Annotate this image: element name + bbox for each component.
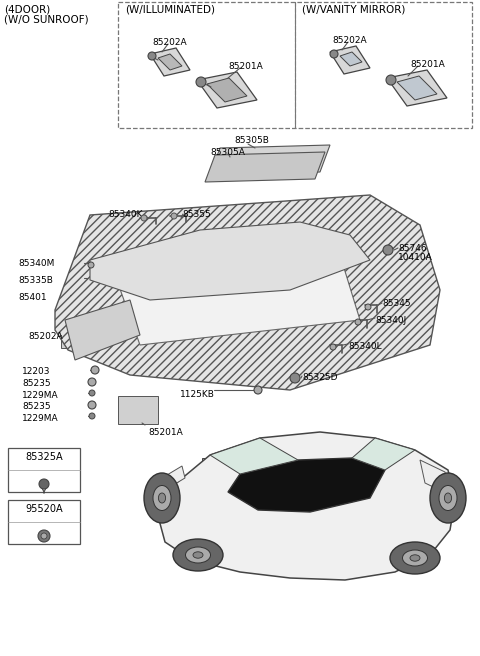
Ellipse shape [173,539,223,571]
Circle shape [365,304,371,310]
Text: 85305B: 85305B [234,136,269,145]
Circle shape [39,479,49,489]
Bar [71,289,93,301]
Polygon shape [197,72,257,108]
Circle shape [254,386,262,394]
Text: 85201A: 85201A [148,428,183,437]
Circle shape [330,344,336,350]
Text: 85345: 85345 [382,299,410,308]
Text: 85235: 85235 [22,402,50,411]
Polygon shape [340,52,362,66]
Text: 1229MA: 1229MA [22,414,59,423]
Text: 85340L: 85340L [348,342,382,351]
Text: 1125KB: 1125KB [180,390,215,399]
Bar [202,458,216,468]
Circle shape [383,245,393,255]
Polygon shape [162,466,185,490]
Ellipse shape [193,552,203,558]
Bar [8,448,80,492]
Text: 85335B: 85335B [18,276,53,285]
Text: 10410A: 10410A [398,253,433,262]
Polygon shape [65,300,140,360]
Polygon shape [158,432,455,580]
Polygon shape [90,222,370,300]
Polygon shape [387,70,447,106]
Circle shape [386,75,396,85]
Text: 85235: 85235 [22,379,50,388]
Ellipse shape [390,542,440,574]
Ellipse shape [403,550,428,566]
Ellipse shape [430,473,466,523]
Polygon shape [330,46,370,74]
Circle shape [196,77,206,87]
Text: 1229MA: 1229MA [22,391,59,400]
Ellipse shape [410,555,420,561]
Polygon shape [210,438,298,474]
Polygon shape [205,152,325,182]
Polygon shape [150,48,190,76]
Text: (W/VANITY MIRROR): (W/VANITY MIRROR) [302,4,406,14]
Text: 95520A: 95520A [25,504,63,514]
Text: 85202A: 85202A [332,36,367,45]
Text: (W/ILLUMINATED): (W/ILLUMINATED) [125,4,215,14]
Circle shape [38,530,50,542]
Ellipse shape [444,493,452,503]
Text: 85201A: 85201A [228,62,263,71]
Ellipse shape [153,485,171,510]
Ellipse shape [185,547,211,563]
Polygon shape [228,458,385,512]
Circle shape [41,533,47,539]
Circle shape [141,215,147,221]
Ellipse shape [144,473,180,523]
Bar [87,273,103,283]
Text: 85746: 85746 [398,244,427,253]
Bar [240,285,256,295]
Ellipse shape [439,485,457,510]
Text: (4DOOR): (4DOOR) [4,4,50,14]
Polygon shape [55,195,440,390]
Text: 85325A: 85325A [25,452,63,462]
Text: 91800D: 91800D [255,278,290,287]
Text: (W/O SUNROOF): (W/O SUNROOF) [4,15,89,25]
Circle shape [171,213,177,219]
Bar [61,322,99,348]
Text: 85201A: 85201A [410,60,445,69]
Ellipse shape [158,493,166,503]
Text: 85355: 85355 [182,210,211,219]
Circle shape [91,366,99,374]
Text: 85340K: 85340K [108,210,143,219]
Circle shape [148,52,156,60]
Polygon shape [352,438,415,470]
Text: 85340J: 85340J [375,316,406,325]
Circle shape [355,319,361,325]
Circle shape [88,378,96,386]
Circle shape [89,390,95,396]
Circle shape [89,413,95,419]
Polygon shape [207,78,247,102]
Circle shape [88,262,94,268]
Text: 85325D: 85325D [302,373,337,382]
Text: 85202A: 85202A [28,332,62,341]
Circle shape [330,50,338,58]
Polygon shape [397,76,437,100]
Polygon shape [115,255,360,345]
Polygon shape [158,54,182,70]
Text: 85305A: 85305A [210,148,245,157]
Text: 12203: 12203 [22,367,50,376]
Text: 85202A: 85202A [152,38,187,47]
Text: 85340M: 85340M [18,259,54,268]
Bar [118,2,472,128]
Polygon shape [210,145,330,175]
Circle shape [290,373,300,383]
Bar [8,500,80,544]
Text: 85401: 85401 [18,293,47,302]
Circle shape [88,401,96,409]
Bar [118,396,158,424]
Polygon shape [420,460,450,495]
